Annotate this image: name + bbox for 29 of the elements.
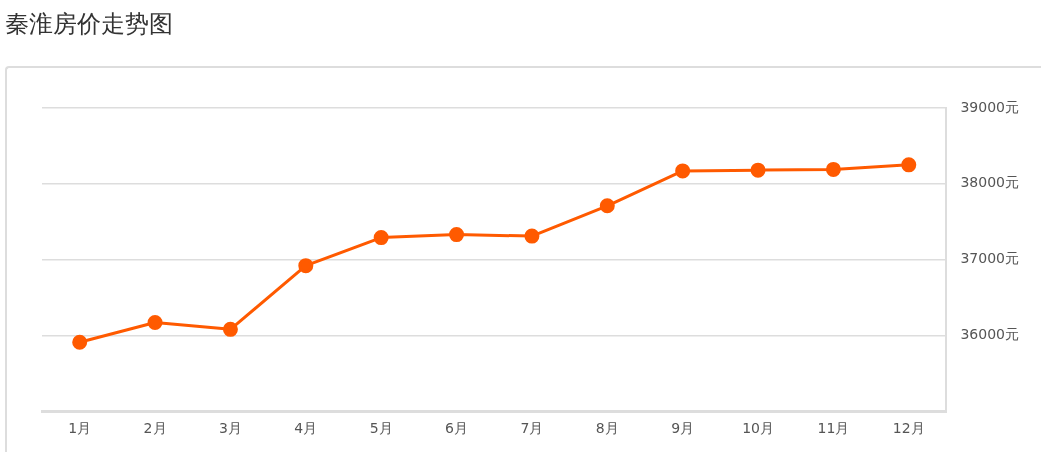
x-tick-label: 3月 bbox=[218, 420, 242, 437]
x-tick-label: 8月 bbox=[595, 420, 619, 437]
x-tick-label: 2月 bbox=[143, 420, 167, 437]
point bbox=[524, 228, 540, 244]
x-tick-label: 10月 bbox=[742, 420, 774, 437]
point bbox=[449, 227, 465, 243]
y-tick-label: 36000元 bbox=[960, 326, 1020, 343]
x-tick-label: 6月 bbox=[445, 420, 469, 437]
point bbox=[222, 321, 238, 337]
x-tick-label: 7月 bbox=[520, 420, 544, 437]
point bbox=[147, 315, 163, 331]
x-tick-label: 1月 bbox=[68, 420, 92, 437]
x-tick-label: 11月 bbox=[817, 420, 850, 437]
point bbox=[599, 198, 615, 214]
point bbox=[298, 258, 314, 274]
x-tick-label: 5月 bbox=[369, 420, 393, 437]
point bbox=[825, 161, 841, 177]
point bbox=[901, 157, 917, 173]
y-tick-label: 39000元 bbox=[960, 98, 1020, 115]
x-tick-label: 9月 bbox=[671, 420, 695, 437]
point bbox=[373, 230, 389, 246]
point bbox=[675, 163, 691, 179]
y-tick-label: 37000元 bbox=[960, 250, 1020, 267]
point bbox=[72, 334, 88, 350]
x-tick-label: 4月 bbox=[294, 420, 318, 437]
chart-title: 秦淮房价走势图 bbox=[5, 9, 173, 40]
y-tick-label: 38000元 bbox=[960, 174, 1020, 191]
point bbox=[750, 162, 766, 178]
x-tick-label: 12月 bbox=[892, 420, 925, 437]
